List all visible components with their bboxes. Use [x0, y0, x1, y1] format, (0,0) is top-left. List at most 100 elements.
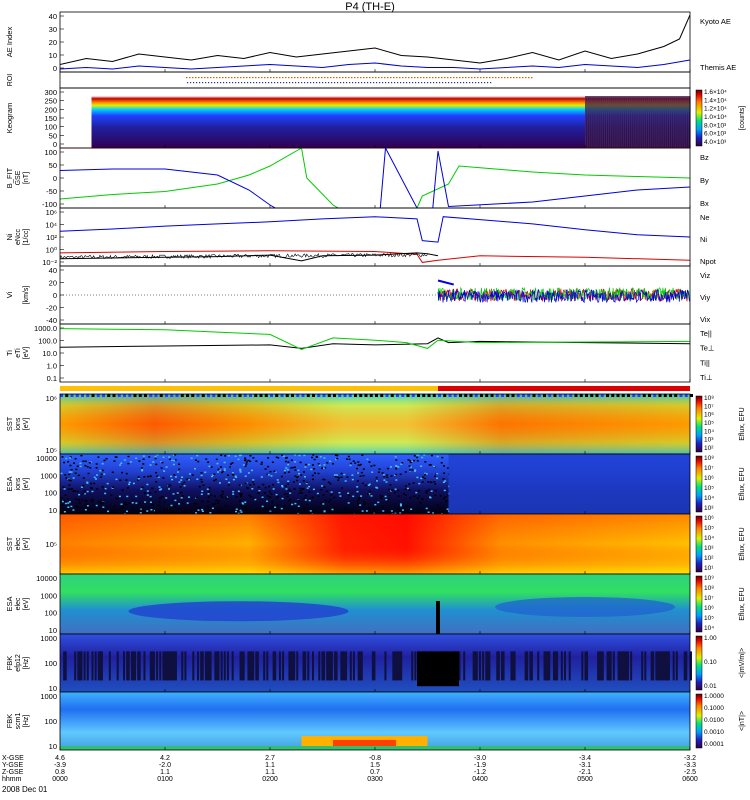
esa1-pixel — [67, 506, 70, 508]
sst1-top-pixel — [522, 394, 525, 397]
esa1-pixel — [426, 490, 429, 492]
fbk1-stripe — [181, 651, 184, 681]
sst1-colorbar-tick: 10⁴ — [704, 428, 714, 435]
esa1-pixel — [310, 468, 313, 471]
esa1-pixel — [323, 486, 326, 489]
esa1-pixel — [239, 494, 242, 497]
esa1-pixel — [213, 495, 216, 497]
sst1-top-pixel — [359, 394, 363, 397]
esa1-pixel — [287, 463, 290, 466]
esa1-pixel — [82, 492, 85, 495]
esa1-pixel — [302, 507, 305, 509]
esa1-pixel — [154, 491, 157, 493]
esa1-pixel — [368, 461, 371, 463]
fbk1-stripe — [474, 651, 477, 681]
fbk1-colorbar — [695, 635, 703, 691]
esa1-pixel — [322, 503, 325, 505]
sst2-colorbar-tick: 10² — [704, 555, 714, 562]
fbk1-stripe — [94, 651, 97, 681]
sst1-colorbar-tick: 10² — [704, 445, 714, 452]
fbk1-stripe — [184, 651, 187, 681]
keogram-ytick-label: 300 — [44, 88, 57, 97]
esa1-pixel — [434, 494, 437, 497]
sst1-top-pixel — [217, 394, 221, 397]
fbk1-stripe — [546, 651, 549, 681]
esa1-pixel — [269, 470, 272, 473]
esa1-pixel — [66, 498, 69, 500]
esa1-pixel — [221, 496, 224, 499]
esa1-pixel — [326, 462, 329, 464]
fbk1-stripe — [660, 651, 663, 681]
esa1-pixel — [276, 479, 279, 481]
roi-mark — [445, 82, 447, 84]
esa1-pixel — [258, 491, 261, 494]
fbk1-stripe — [197, 651, 200, 681]
esa1-pixel — [386, 474, 389, 476]
sst1-top-pixel — [159, 394, 163, 397]
sst1-top-pixel — [548, 394, 552, 397]
roi-mark — [256, 82, 258, 84]
esa1-pixel — [84, 505, 87, 507]
sst1-top-pixel — [448, 394, 452, 397]
esa1-pixel — [238, 484, 241, 487]
esa1-pixel — [417, 490, 420, 492]
sst1-top-pixel — [511, 394, 515, 397]
esa1-pixel — [246, 486, 249, 489]
esa1-pixel — [370, 465, 373, 467]
sst1-top-pixel — [86, 394, 90, 397]
roi-mark — [513, 77, 515, 79]
esa1-pixel — [68, 457, 71, 459]
esa1-pixel — [363, 500, 366, 503]
fbk1-stripe — [644, 651, 647, 681]
esa1-pixel — [293, 488, 296, 490]
sst1-top-pixel — [91, 394, 95, 397]
fbk1-stripe — [568, 651, 571, 681]
esa1-pixel — [167, 512, 170, 515]
esa1-pixel — [429, 481, 432, 483]
fbk1-stripe — [174, 651, 177, 681]
fbk1-stripe — [598, 651, 601, 681]
sst1-top-pixel — [401, 394, 405, 397]
ti-ylabel: Ti — [5, 350, 14, 356]
roi-mark — [369, 77, 371, 79]
esa1-pixel — [72, 509, 75, 511]
esa1-pixel — [397, 466, 400, 468]
roi-mark — [466, 82, 468, 84]
esa1-pixel — [277, 457, 280, 459]
roi-mark — [237, 77, 239, 79]
esa1-pixel — [400, 463, 403, 465]
fbk1-stripe — [220, 651, 223, 681]
esa1-pixel — [128, 481, 131, 484]
esa1-pixel — [142, 463, 145, 465]
sst1-top-pixel — [537, 394, 541, 397]
esa1-pixel — [404, 509, 407, 511]
ti-ytick-label: 1.0 — [47, 362, 57, 371]
esa1-pixel — [388, 494, 391, 497]
roi-mark — [354, 77, 356, 79]
esa1-pixel — [381, 495, 384, 498]
esa1-pixel — [340, 472, 343, 475]
roi-mark — [258, 77, 260, 79]
roi-ylabel: ROI — [7, 74, 14, 87]
keogram-stripe — [687, 96, 689, 148]
roi-mark — [372, 77, 374, 79]
fbk1-stripe — [685, 651, 688, 681]
esa1-pixel — [63, 488, 66, 490]
esa1-pixel — [368, 493, 371, 495]
esa1-pixel — [126, 487, 129, 489]
sst1-top-pixel — [81, 394, 84, 397]
esa1-pixel — [119, 464, 122, 466]
esa1-pixel — [338, 477, 341, 479]
esa1-pixel — [311, 464, 314, 466]
esa1-pixel — [240, 492, 243, 495]
fbk1-stripe — [127, 651, 130, 681]
sst1-top-pixel — [506, 394, 510, 397]
roi-mark — [186, 77, 188, 79]
esa1-pixel — [100, 473, 103, 476]
sst1-top-pixel — [390, 394, 394, 397]
sst1-top-pixel — [648, 394, 651, 397]
keogram-stripe — [677, 96, 679, 148]
fbk1-stripe — [463, 651, 466, 681]
esa1-pixel — [239, 495, 242, 498]
esa1-pixel — [352, 495, 355, 498]
